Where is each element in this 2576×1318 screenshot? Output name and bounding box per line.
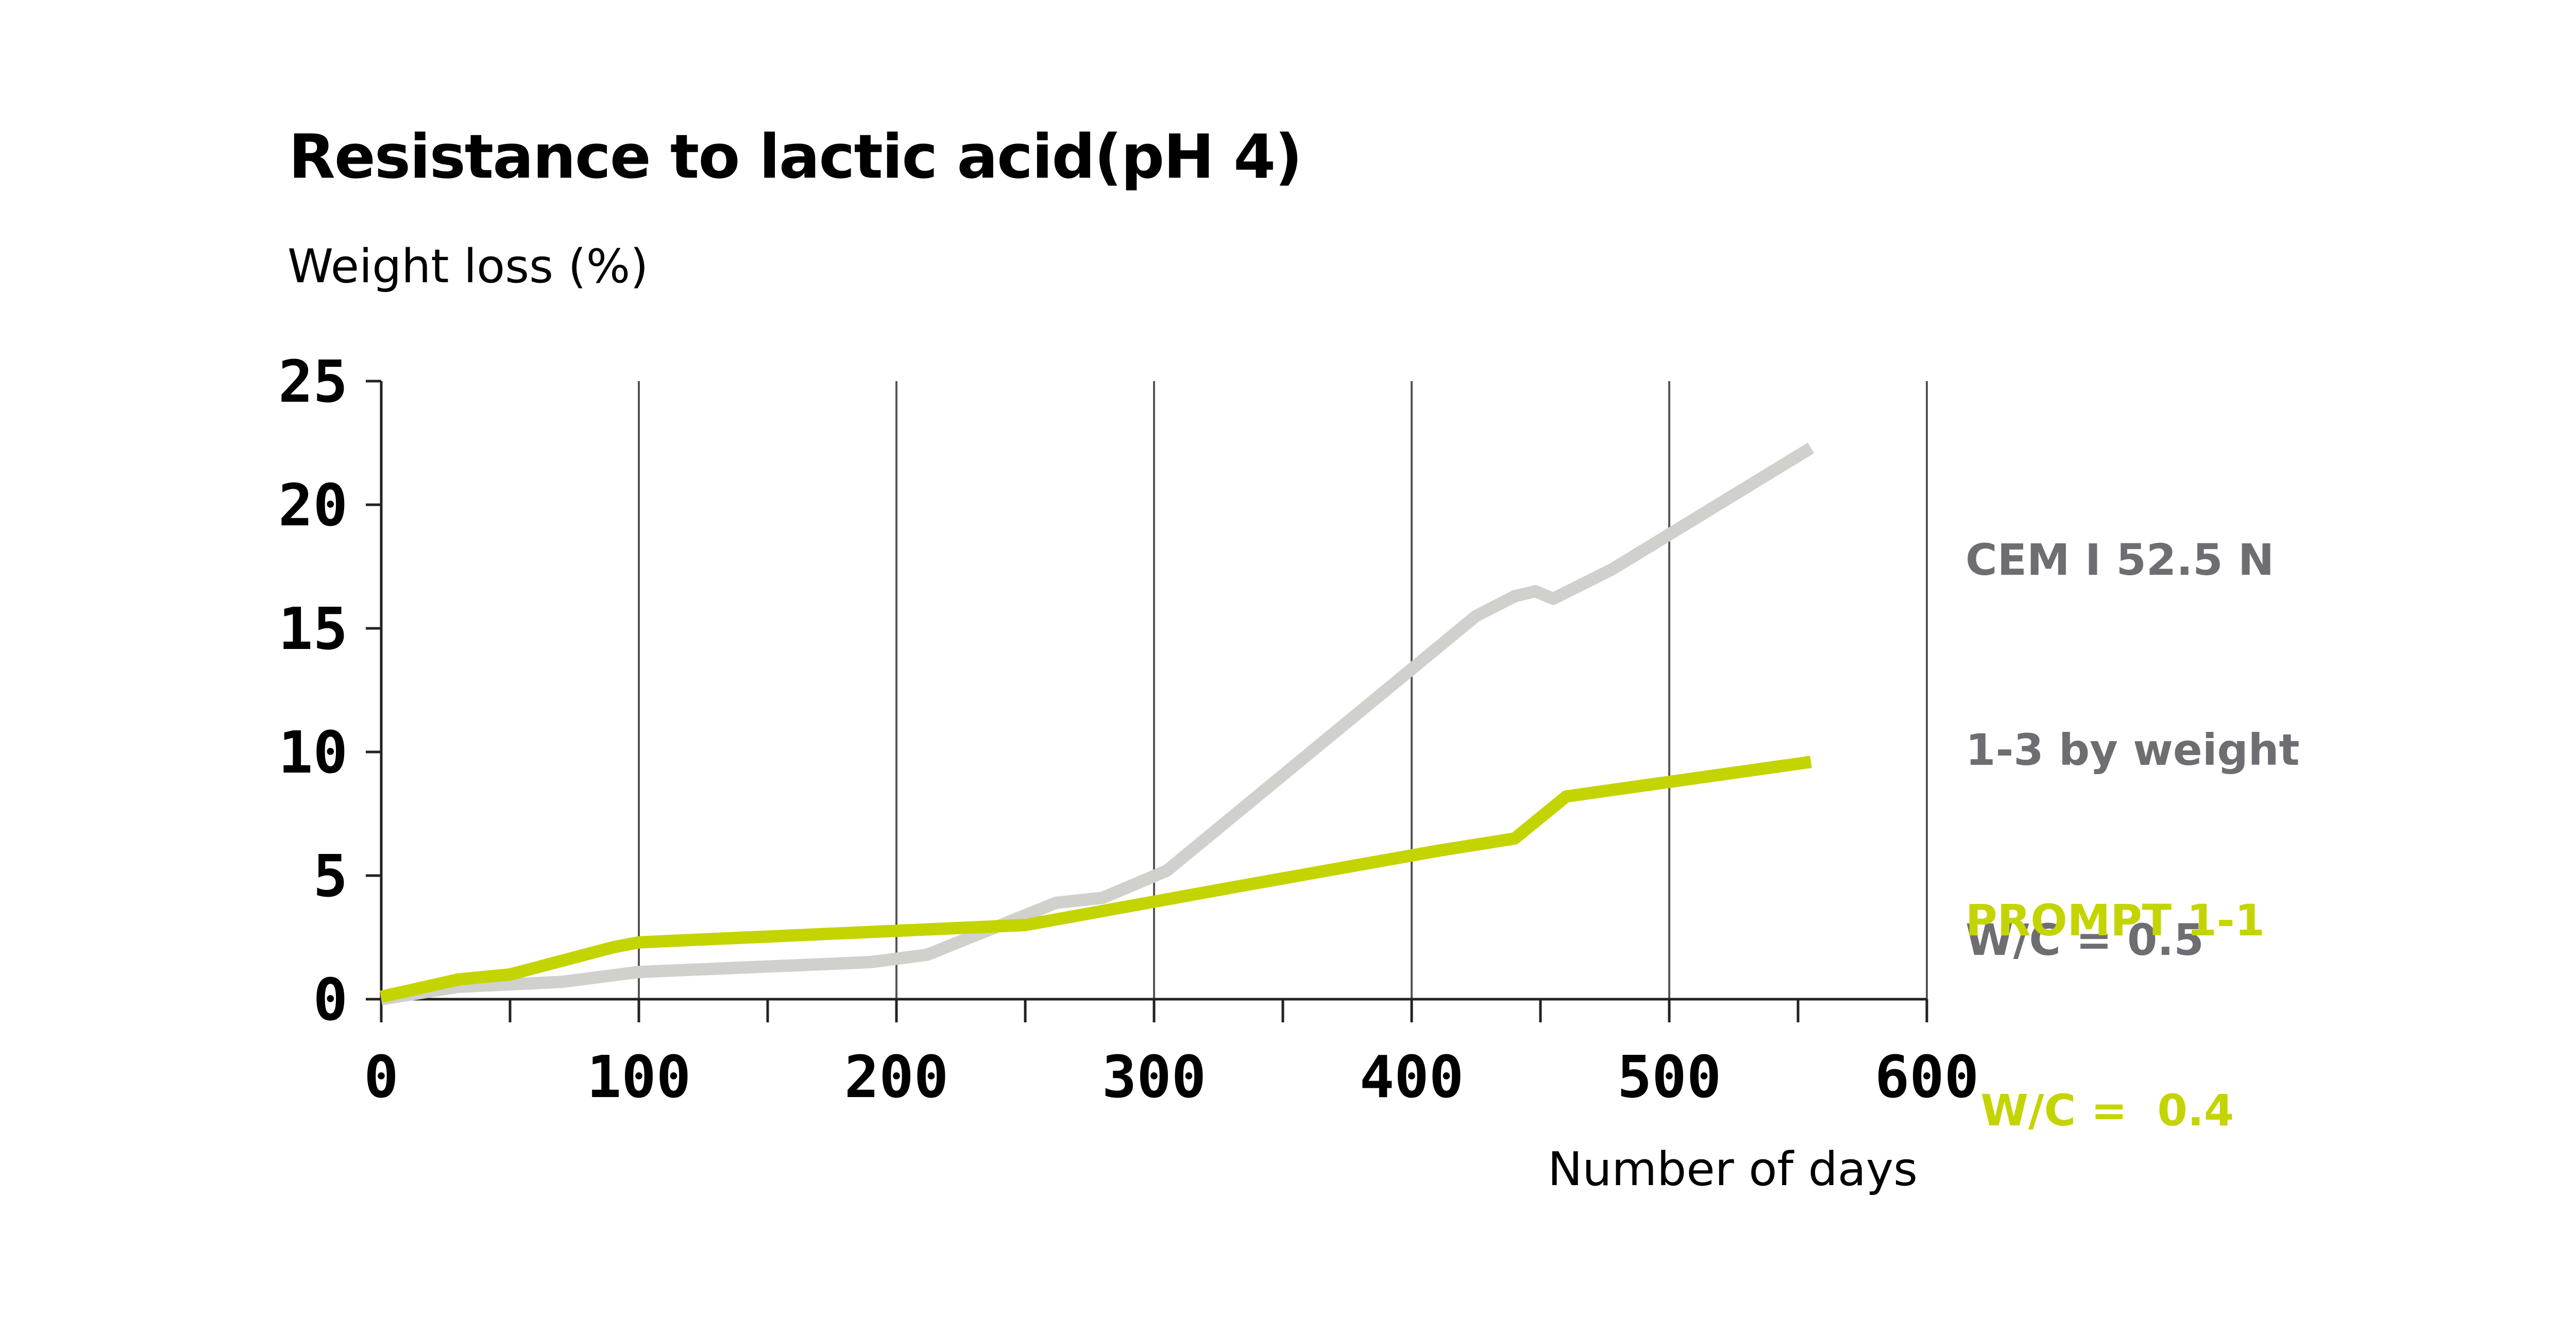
- legend-prompt-line-2: W/C = 0.4: [1965, 1085, 2234, 1136]
- y-axis-label: Weight loss (%): [287, 239, 649, 294]
- series-line-0: [380, 442, 1815, 1005]
- grid-lines: [638, 381, 1928, 999]
- x-tick-label-500: 500: [1617, 1044, 1721, 1111]
- legend-cem-line-1: CEM I 52.5 N: [1965, 535, 2275, 585]
- x-tick-label-0: 0: [364, 1044, 398, 1111]
- legend-cem-line-3: W/C = 0.5: [1965, 915, 2204, 965]
- x-axis-label: Number of days: [1548, 1142, 1918, 1196]
- legend-prompt: PROMPT 1-1 W/C = 0.4: [1965, 762, 2265, 1206]
- series-line-1: [380, 756, 1812, 1003]
- y-tick-label-10: 10: [278, 720, 348, 786]
- x-tick-label-200: 200: [844, 1044, 948, 1111]
- x-tick-label-100: 100: [587, 1044, 691, 1111]
- y-tick-label-15: 15: [278, 596, 348, 663]
- axes: [366, 380, 1928, 1022]
- chart-title: Resistance to lactic acid(pH 4): [289, 121, 1302, 192]
- series-lines: [380, 442, 1815, 1005]
- tick-labels: 0 100 200 300 400 500 600 0 5 10 15 20 25: [278, 349, 1979, 1111]
- legend-cem-line-2: 1-3 by weight: [1965, 725, 2300, 775]
- y-tick-label-25: 25: [278, 349, 348, 416]
- y-tick-label-0: 0: [313, 967, 348, 1034]
- x-tick-label-400: 400: [1360, 1044, 1464, 1111]
- y-tick-label-20: 20: [278, 472, 348, 539]
- y-tick-label-5: 5: [313, 843, 348, 910]
- x-tick-label-600: 600: [1875, 1044, 1979, 1111]
- legend-prompt-line-1: PROMPT 1-1: [1965, 895, 2265, 946]
- x-tick-label-300: 300: [1102, 1044, 1206, 1111]
- legend-cem: CEM I 52.5 N 1-3 by weight W/C = 0.5: [1965, 402, 2300, 1035]
